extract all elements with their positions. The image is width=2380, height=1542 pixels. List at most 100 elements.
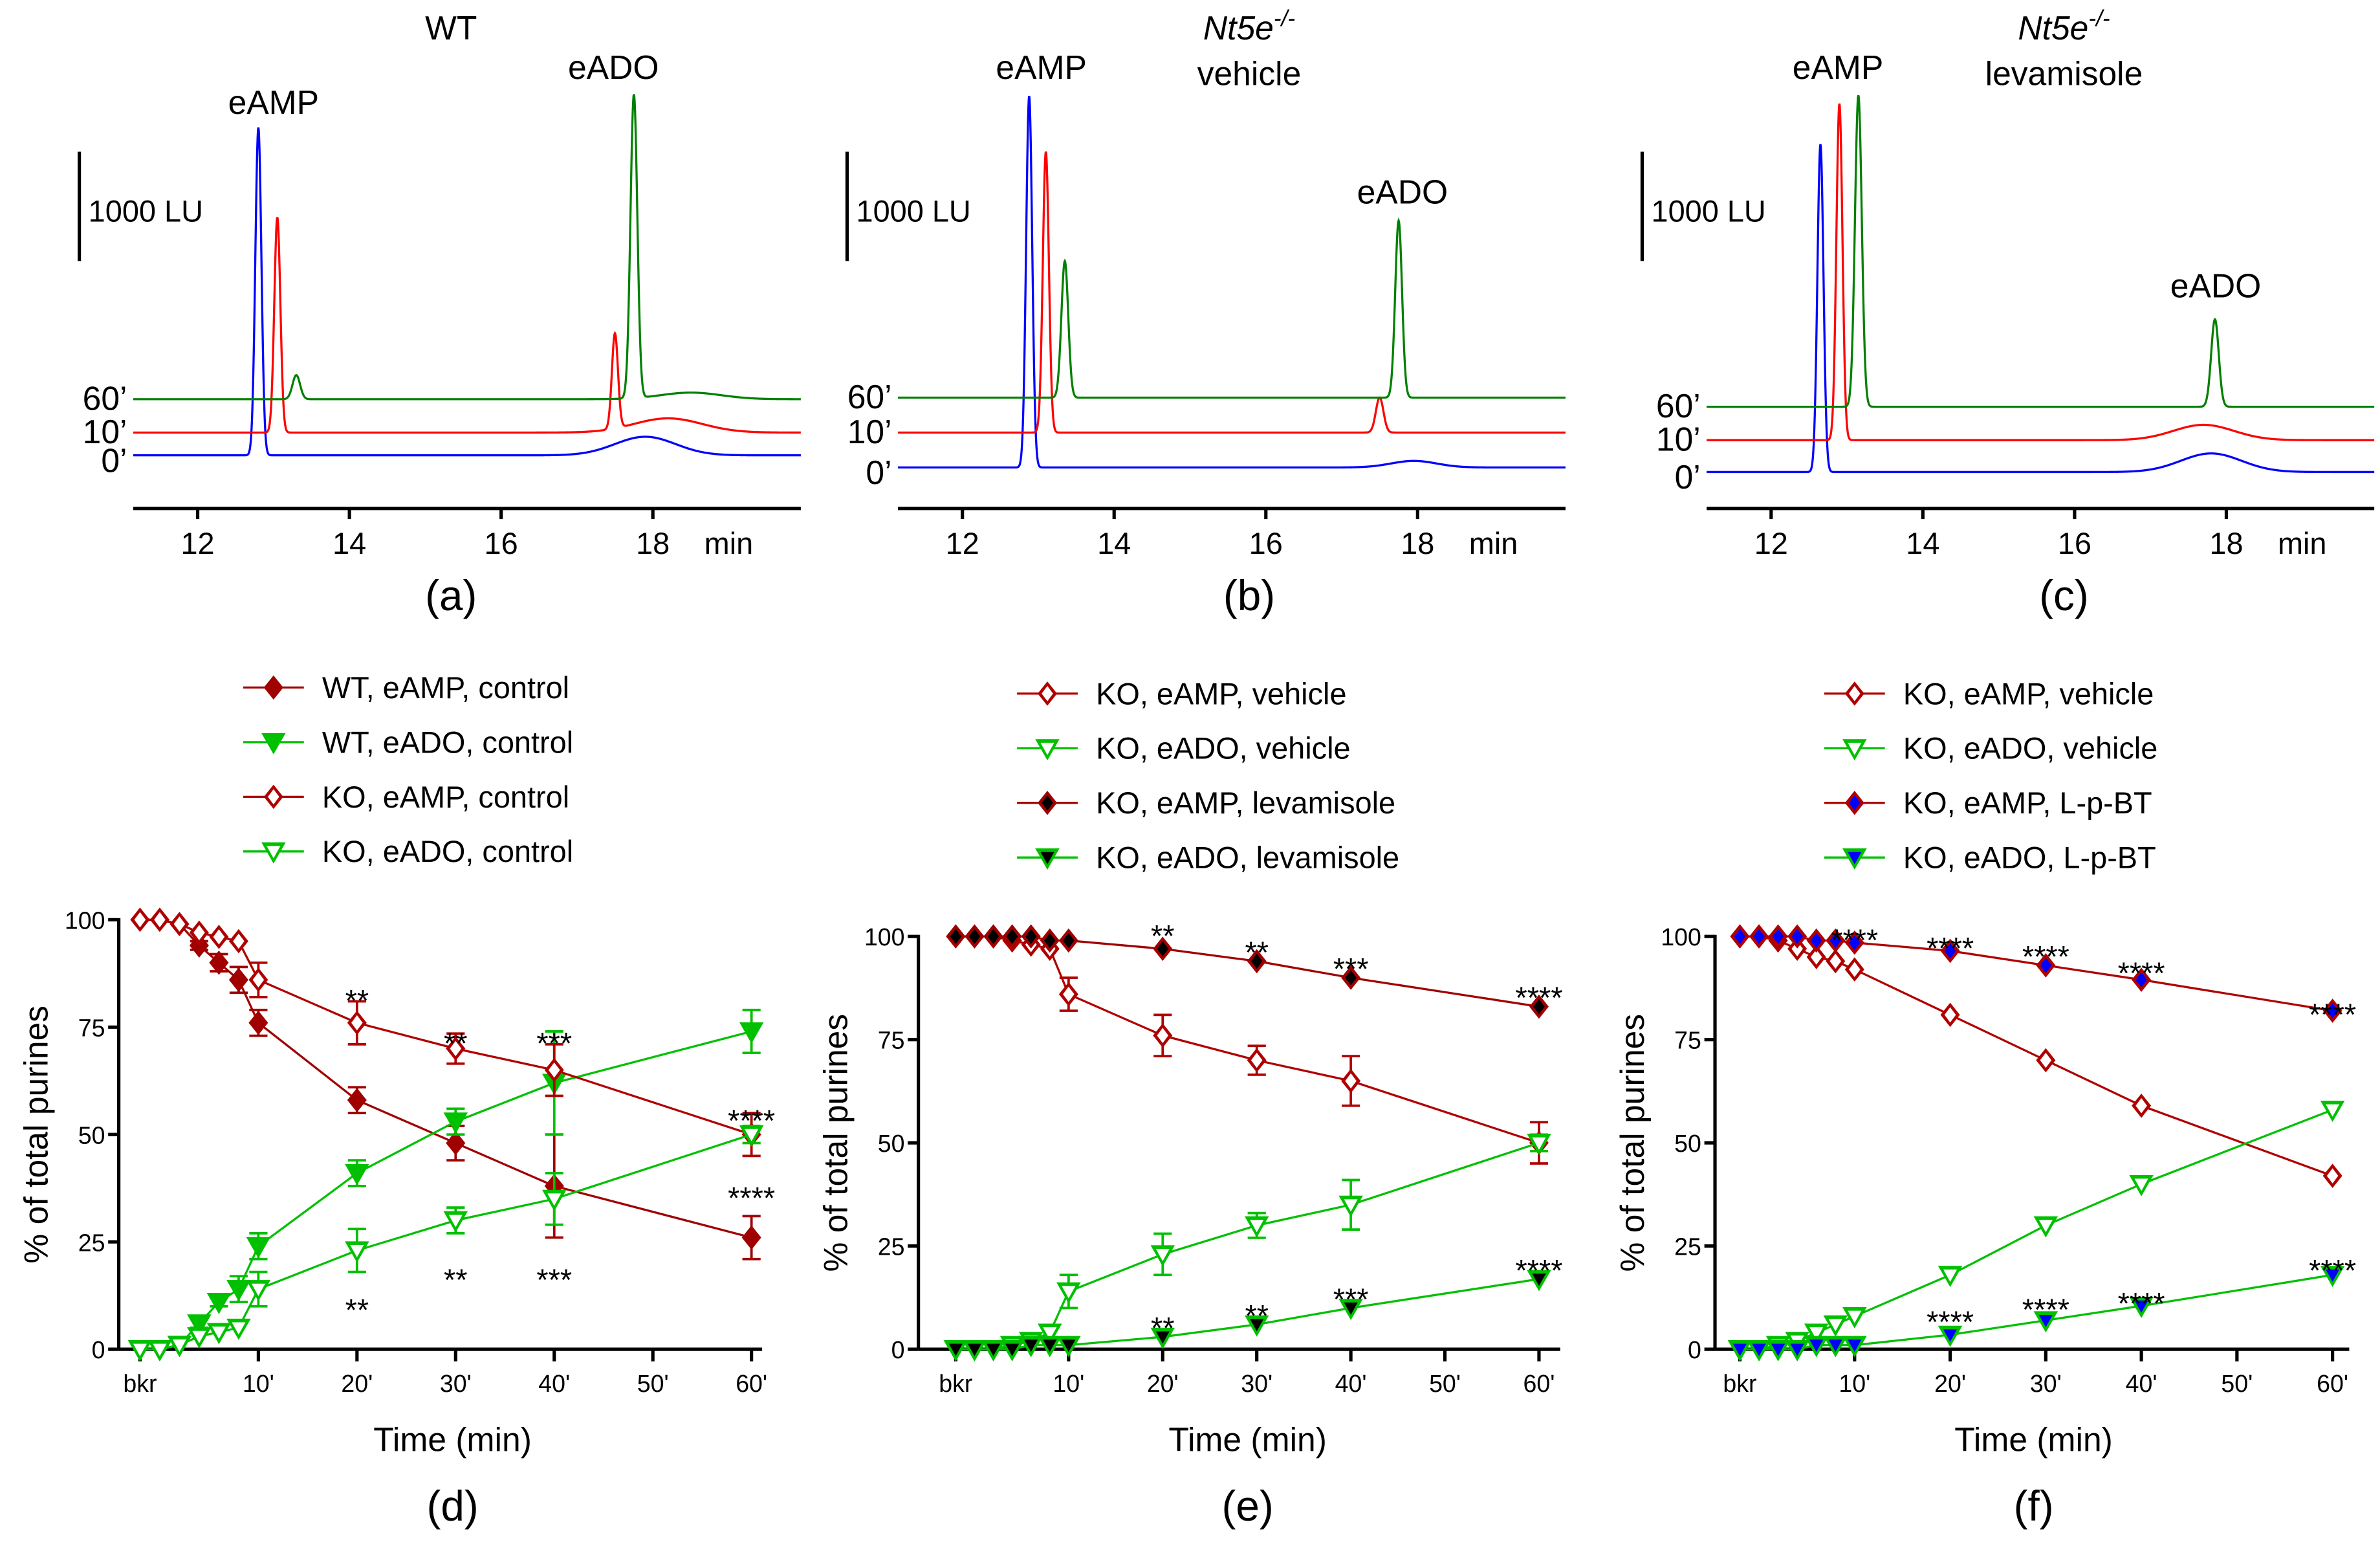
panel-label: (f) [2014,1482,2054,1530]
series-wt-eamp-control [130,907,761,1261]
significance-stars: ** [1245,1299,1269,1332]
data-point-center [2326,1168,2339,1184]
chromatogram-panel-a: WT 0’10’60’ eAMP eADO 1000 LU 12 14 16 18 min (a) [78,9,801,619]
data-point-center [1155,1331,1170,1344]
panel-label: (a) [425,572,477,619]
peak-label: eADO [568,49,659,86]
x-tick-label: 16 [485,527,518,560]
data-point-center [1345,1073,1357,1089]
legend-entry: KO, eAMP, vehicle [1903,677,2154,710]
data-point-center [1829,932,1842,949]
data-point-center [133,1343,147,1356]
significance-stars: **** [1515,981,1562,1015]
x-tick-label: 40' [1335,1370,1367,1397]
data-point-center [1155,1248,1170,1261]
x-tick-label: bkr [939,1370,972,1397]
panel-title: Nt5e-/- [1203,6,1295,47]
significance-stars: **** [1515,1253,1562,1287]
y-axis-title: % of total purines [17,1006,54,1264]
data-point-center [2135,972,2147,987]
legend-entry: KO, eAMP, levamisole [1096,786,1395,820]
significance-stars: ** [1151,1312,1175,1345]
peak-label: eADO [1357,173,1448,210]
significance-stars: *** [536,1027,572,1061]
trace-label: 0’ [866,454,891,491]
data-point-center [134,912,146,928]
panel-label: (e) [1222,1482,1274,1530]
data-point-center [2326,1269,2340,1282]
data-point-center [1829,953,1842,969]
data-point-center [1732,1343,1747,1356]
trace-label: 60’ [847,378,892,415]
significance-stars: ** [1245,936,1269,969]
significance-stars: **** [1831,923,1878,957]
data-point-center [1005,1343,1020,1356]
data-point-center [192,1330,206,1343]
trace-label: 10’ [83,413,127,450]
trace-1 [133,217,801,434]
significance-stars: **** [2118,956,2165,990]
series-ko-eamp-l-p-bt [1730,924,2342,1023]
y-tick-label: 100 [864,923,905,951]
peak-label: eAMP [228,83,320,121]
data-point-center [193,925,205,940]
legend-entry: KO, eADO, vehicle [1096,732,1351,765]
data-point-center [1344,1302,1358,1315]
x-axis-title: Time (min) [1168,1420,1327,1458]
title-text: Nt5e [2018,9,2088,47]
x-tick-label: 20' [341,1370,373,1397]
panel-subtitle: levamisole [1985,54,2143,92]
legend-marker [263,675,283,700]
x-tick-label: 14 [333,527,366,560]
data-point-center [1790,1343,1804,1356]
timecourse-panel-f: 0 25 50 75 100 bkr 10' 20' 30' 40' 50' 60' Time (min… [1613,677,2356,1530]
peak-label: eADO [2170,267,2262,305]
legend-entry: KO, eADO, levamisole [1096,841,1399,875]
y-axis-title: % of total purines [1613,1014,1651,1272]
x-axis-title: Time (min) [373,1420,532,1458]
legend-marker-center [1848,852,1862,865]
data-point-center [1250,1319,1264,1332]
series-wt-eado-control [127,1008,764,1361]
peak-label: eAMP [1793,49,1884,86]
data-point-center [1828,1319,1842,1332]
x-tick-label: 18 [2209,527,2243,560]
legend-entry: KO, eADO, control [322,835,573,868]
significance-stars: **** [728,1182,775,1215]
data-point-center [450,1041,462,1057]
data-point-center [2326,1104,2340,1117]
data-point-center [1062,1339,1076,1352]
legend-marker-center [1040,852,1054,865]
x-tick-label: 18 [636,527,670,560]
x-tick-label: 18 [1401,527,1434,560]
data-point-center [1043,1327,1057,1340]
series-ko-eado-l-p-bt [1727,1266,2345,1361]
data-point-center [1043,932,1056,949]
y-tick-label: 0 [1688,1336,1701,1363]
significance-stars: **** [1927,932,1974,965]
trace-label: 10’ [1656,421,1701,458]
data-point-center [212,1327,226,1339]
y-tick-label: 50 [78,1121,105,1149]
title-text: Nt5e [1203,9,1274,47]
x-tick-label: bkr [1723,1370,1756,1397]
panel-label: (b) [1223,572,1275,619]
trace-0 [897,96,1566,469]
legend-entry: KO, eADO, L-p-BT [1903,841,2156,875]
legend-marker-center [1040,742,1054,755]
data-point-center [1062,1286,1076,1299]
data-point-center [172,1339,186,1352]
data-point-center [2134,1178,2148,1191]
x-tick-label: 12 [180,527,214,560]
y-tick-label: 50 [878,1130,905,1157]
trace-label: 0’ [1675,458,1701,496]
x-tick-label: 12 [1754,527,1788,560]
x-tick-label: 16 [2058,527,2091,560]
trace-2 [133,94,801,401]
trace-label: 0’ [101,441,127,479]
data-point-center [1809,1339,1824,1352]
legend-marker-center [1848,742,1862,755]
trace-0 [133,127,801,457]
legend-marker-center [267,846,281,859]
title-superscript: -/- [2088,6,2110,31]
